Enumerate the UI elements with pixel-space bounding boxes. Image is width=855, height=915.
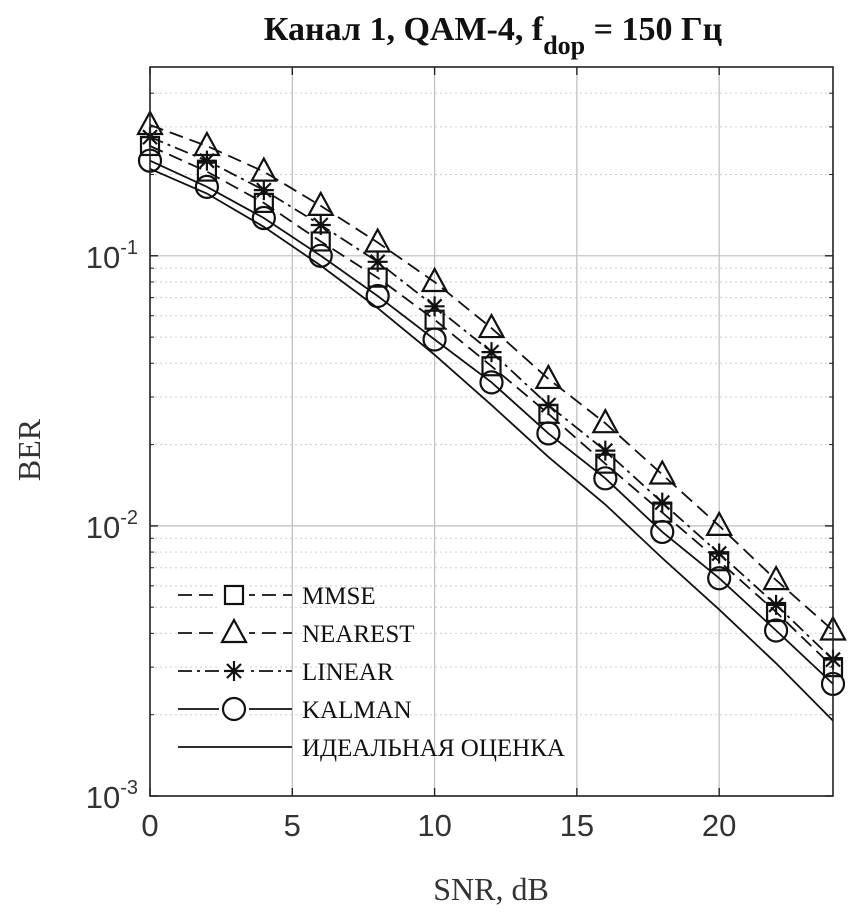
legend: MMSE NEAREST LINEAR KALMAN ИДЕАЛЬНАЯ ОЦЕНКА	[178, 580, 565, 762]
legend-marker-bg	[219, 618, 249, 648]
legend-label: KALMAN	[302, 697, 412, 724]
data-point-marker	[650, 519, 675, 545]
data-point-marker	[595, 440, 616, 461]
legend-label: ИДЕАЛЬНАЯ ОЦЕНКА	[302, 735, 565, 762]
data-point-marker	[422, 327, 447, 352]
data-point-marker	[707, 566, 732, 591]
data-point-marker	[196, 150, 217, 171]
x-tick-label: 20	[702, 808, 736, 843]
legend-entry: ИДЕАЛЬНАЯ ОЦЕНКА	[178, 735, 565, 762]
y-tick-label: 10-2	[86, 507, 138, 545]
legend-entry: LINEAR	[178, 656, 394, 686]
data-point-marker	[479, 370, 504, 395]
data-point-marker	[477, 312, 506, 339]
y-axis-label: BER	[11, 418, 47, 481]
data-point-marker	[538, 395, 559, 416]
data-point-marker	[194, 174, 220, 199]
axes-box	[149, 66, 834, 797]
x-tick-label: 0	[141, 808, 158, 843]
legend-label: LINEAR	[302, 659, 394, 686]
chart-title: Канал 1, QAM-4, fdop = 150 Гц	[264, 11, 723, 60]
legend-marker	[223, 584, 245, 606]
data-point-marker	[536, 421, 561, 446]
legend-label: NEAREST	[302, 621, 415, 648]
data-point-marker	[709, 543, 730, 564]
data-point-marker	[306, 190, 335, 217]
data-point-marker	[420, 266, 449, 293]
legend-entry: MMSE	[178, 580, 376, 610]
data-point-marker	[763, 618, 789, 643]
legend-marker	[224, 661, 244, 681]
data-point-marker	[766, 594, 787, 615]
series-идеальная-оценка	[149, 167, 834, 722]
x-tick-label: 5	[284, 808, 301, 843]
data-point-marker	[251, 205, 276, 231]
legend-marker	[221, 696, 247, 722]
data-point-marker	[310, 215, 331, 236]
y-tick-label: 10-3	[86, 777, 138, 815]
data-point-marker	[591, 407, 620, 434]
title-prefix: Канал 1, QAM-4, f	[264, 11, 544, 48]
data-point-marker	[762, 564, 790, 591]
data-point-marker	[593, 466, 618, 491]
x-tick-label: 10	[417, 808, 451, 843]
data-point-marker	[367, 251, 388, 272]
series-line	[149, 145, 834, 668]
data-point-marker	[424, 296, 445, 317]
series-line	[149, 159, 834, 685]
legend-entry: KALMAN	[178, 694, 412, 724]
title-suffix: = 150 Гц	[585, 11, 723, 48]
x-tick-label: 15	[560, 808, 594, 843]
data-point-marker	[253, 180, 274, 201]
grid	[149, 67, 833, 797]
chart-title-text: Канал 1, QAM-4, fdop = 150 Гц	[264, 11, 723, 60]
y-tick-label: 10-1	[86, 237, 138, 275]
data-point-marker	[481, 342, 502, 363]
title-subscript: dop	[543, 31, 585, 60]
data-point-marker	[648, 459, 677, 485]
legend-entry: NEAREST	[178, 617, 415, 648]
legend-label: MMSE	[302, 583, 376, 610]
data-point-marker	[363, 227, 392, 253]
data-point-marker	[705, 510, 734, 536]
legend-marker-bg	[219, 580, 249, 610]
series-line	[149, 167, 834, 722]
data-point-marker	[652, 492, 673, 513]
series-line	[149, 124, 834, 632]
series-kalman	[137, 148, 846, 697]
plot-area	[136, 109, 847, 722]
legend-marker	[220, 617, 248, 644]
data-point-marker	[308, 243, 333, 268]
axis-ticks: 0 5 10 15 20 10-1 10-2 10-3	[86, 67, 833, 843]
data-point-marker	[534, 363, 563, 390]
x-axis-label: SNR, dB	[433, 871, 549, 907]
